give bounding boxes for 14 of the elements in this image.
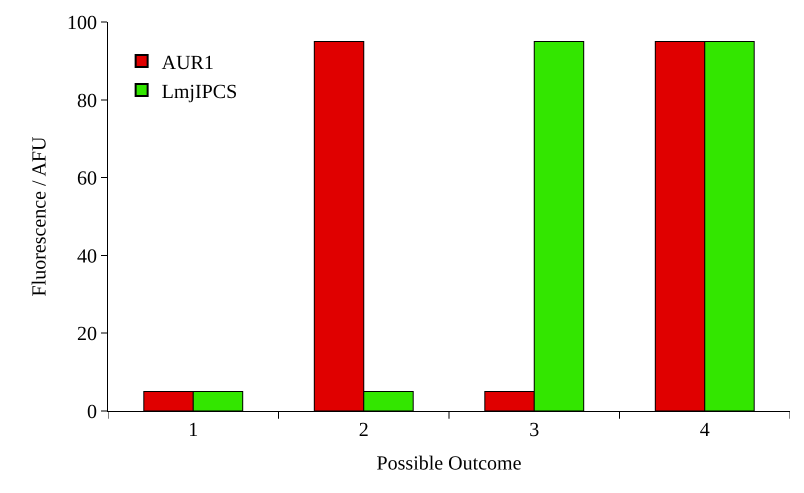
- y-tick-label: 100: [67, 12, 97, 34]
- y-tick-label: 0: [87, 401, 97, 423]
- y-tick-label: 20: [77, 323, 97, 346]
- legend-label: AUR1: [162, 52, 214, 74]
- x-tick-label: 1: [188, 419, 198, 441]
- x-tick-label: 2: [358, 419, 369, 441]
- y-tick-label: 80: [77, 90, 97, 112]
- y-tick-label: 60: [77, 168, 97, 190]
- y-tick-label: 40: [77, 245, 97, 268]
- legend-label: LmjIPCS: [162, 80, 238, 103]
- y-axis-title: Fluorescence / AFU: [28, 136, 50, 296]
- x-tick-label: 3: [529, 419, 540, 441]
- x-tick-label: 4: [700, 419, 710, 441]
- x-axis-title: Possible Outcome: [376, 452, 522, 474]
